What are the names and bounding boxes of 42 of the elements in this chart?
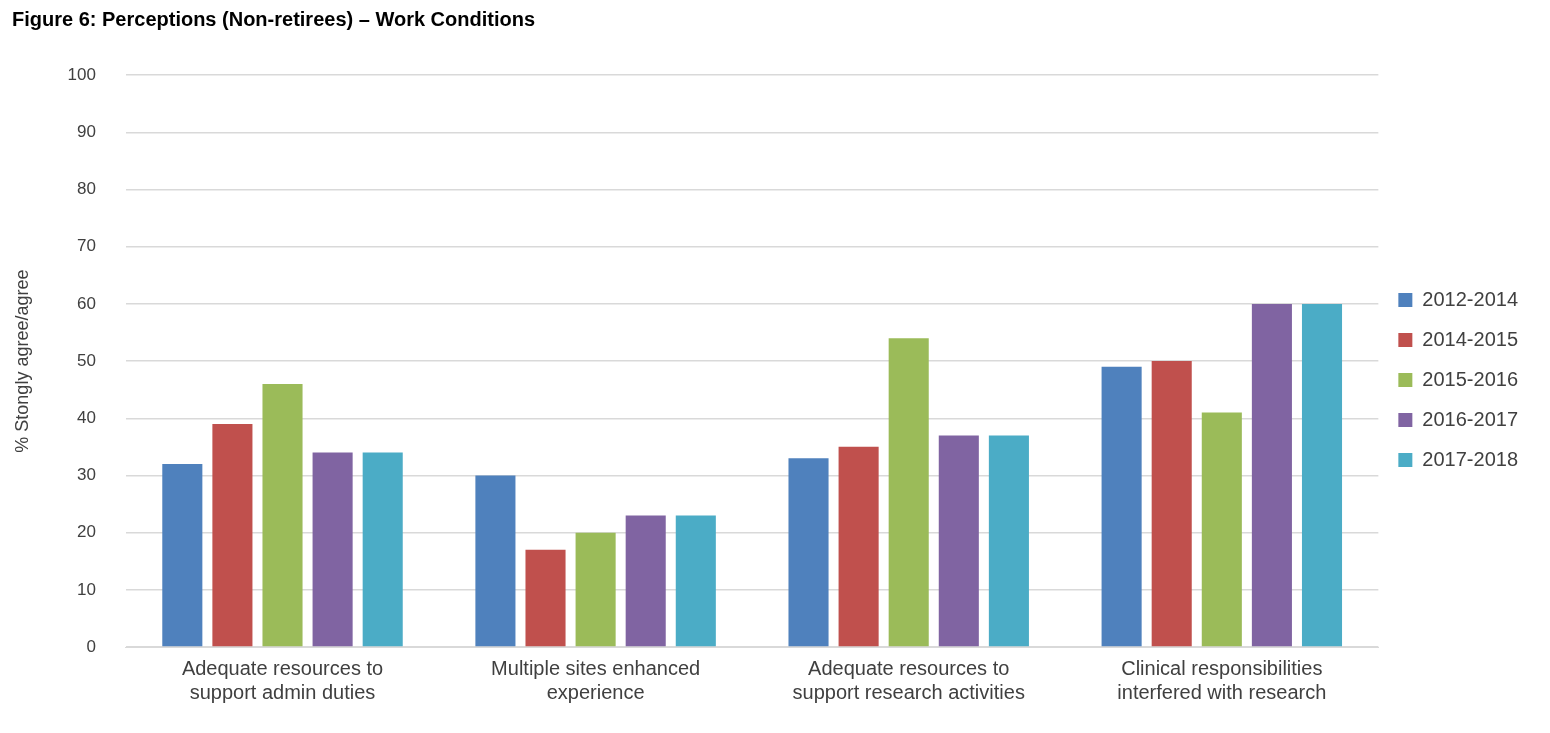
legend-label: 2015-2016 — [1422, 367, 1519, 390]
bar — [1251, 303, 1292, 647]
legend-label: 2017-2018 — [1422, 447, 1519, 470]
y-tick-label: 90 — [77, 122, 96, 142]
x-tick-label: Adequate resources to support admin duties — [181, 656, 384, 703]
bar — [162, 464, 203, 647]
x-tick-label: Multiple sites enhanced experience — [491, 656, 701, 703]
y-tick-label: 40 — [77, 407, 96, 427]
bar — [988, 435, 1029, 647]
bar — [675, 515, 716, 647]
y-tick-label: 50 — [77, 350, 96, 370]
bar — [888, 338, 929, 647]
bar — [788, 458, 829, 647]
bar — [1101, 366, 1142, 647]
bar — [312, 452, 353, 647]
y-tick-label: 60 — [77, 293, 96, 313]
bar — [575, 532, 616, 647]
bar — [525, 549, 566, 647]
y-tick-label: 10 — [77, 579, 96, 599]
bar — [1301, 303, 1343, 647]
y-tick-label: 80 — [77, 179, 96, 199]
bar — [838, 446, 879, 647]
bar — [625, 515, 666, 647]
x-tick-label: Adequate resources to support research activities — [792, 656, 1025, 703]
legend-label: 2014-2015 — [1422, 327, 1519, 350]
bar — [262, 383, 303, 647]
x-tick-label: Clinical responsibilities interfered with research — [1117, 656, 1327, 703]
y-tick-label: 20 — [77, 522, 96, 542]
y-axis-title: % Stongly agree/agree — [11, 269, 32, 453]
legend-label: 2016-2017 — [1422, 407, 1519, 430]
bar — [938, 435, 979, 647]
bar — [475, 475, 516, 647]
bar — [1201, 412, 1242, 647]
bar — [1151, 361, 1192, 647]
y-tick-label: 70 — [77, 236, 96, 256]
y-tick-label: 100 — [67, 64, 96, 84]
y-tick-label: 30 — [77, 465, 96, 485]
legend-label: 2012-2014 — [1422, 287, 1519, 310]
y-tick-label: 0 — [86, 636, 96, 656]
bar — [362, 452, 403, 647]
bar — [212, 424, 253, 647]
chart-title: Figure 6: Perceptions (Non-retirees) – Work Conditions — [12, 8, 537, 31]
